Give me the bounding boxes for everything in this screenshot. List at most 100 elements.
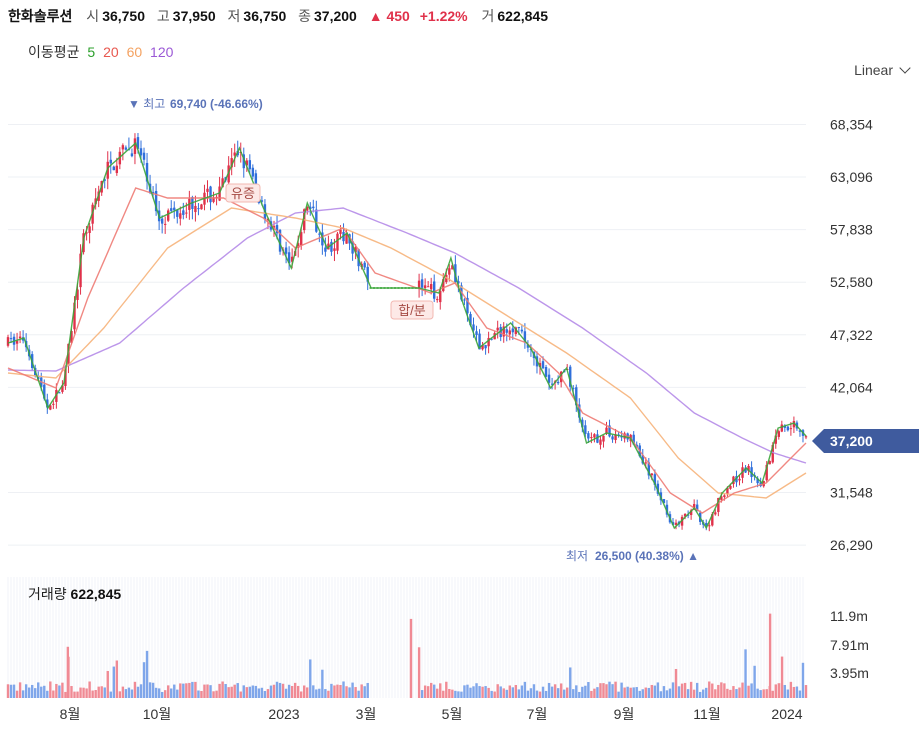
volume-bar — [306, 687, 309, 698]
volume-bar — [194, 681, 197, 698]
scale-toggle[interactable]: Linear — [854, 62, 911, 78]
volume-bar — [82, 687, 85, 698]
high-label: 고 — [156, 8, 170, 24]
ma-120[interactable]: 120 — [150, 44, 174, 60]
volume-bar — [40, 686, 43, 698]
volume-bar — [85, 688, 88, 698]
volume-bar — [517, 689, 521, 698]
volume-bar — [768, 613, 772, 698]
volume-bar — [6, 684, 10, 698]
candle-body — [517, 327, 521, 329]
x-tick-label: 9월 — [614, 706, 635, 722]
candle-body — [52, 403, 55, 405]
candle-body — [46, 399, 49, 408]
candle-body — [163, 223, 167, 225]
y-tick-label: 68,354 — [830, 116, 873, 132]
candle-body — [109, 159, 112, 164]
candle-body — [351, 241, 354, 254]
ma120-line — [7, 207, 807, 464]
volume-bar — [511, 687, 514, 698]
candle-body — [478, 333, 481, 350]
y-tick-label: 63,096 — [830, 169, 873, 185]
volume-bar — [109, 691, 112, 698]
candle-body — [133, 138, 137, 154]
candle-body — [587, 433, 590, 439]
volume-panel-bg — [7, 577, 804, 698]
candle-body — [765, 464, 768, 481]
volume-bar — [502, 688, 505, 698]
volume-bar — [9, 684, 13, 698]
volume-bar — [242, 685, 245, 698]
volume-bar — [357, 690, 360, 698]
volume-bar — [774, 684, 777, 698]
volume-bar — [635, 687, 638, 698]
volume-bar — [55, 683, 58, 698]
volume-bar — [795, 686, 799, 698]
candle-body — [73, 302, 76, 330]
volume-bar — [484, 686, 487, 698]
candle-body — [124, 147, 128, 150]
candle-body — [254, 173, 258, 188]
candle-body — [747, 465, 750, 472]
candle-body — [650, 473, 654, 476]
volume-bar — [581, 686, 584, 698]
candle-body — [436, 299, 439, 301]
volume-bar — [750, 683, 753, 698]
x-tick-label: 8월 — [60, 706, 81, 722]
candle-body — [674, 522, 678, 525]
volume-bar — [221, 681, 224, 698]
candle-body — [469, 314, 472, 326]
x-tick-label: 2023 — [268, 706, 299, 722]
ma-60[interactable]: 60 — [126, 44, 143, 60]
ma-20[interactable]: 20 — [103, 44, 119, 60]
ma20-line — [7, 187, 807, 514]
candle-body — [212, 197, 215, 202]
volume-bar — [200, 690, 203, 698]
volume-bar — [197, 690, 200, 698]
volume-bar — [345, 686, 348, 698]
volume-bar — [324, 689, 327, 698]
volume-bar — [94, 689, 97, 698]
volume-bar — [442, 690, 445, 698]
candle-body — [200, 204, 203, 210]
volume-bar — [248, 686, 252, 698]
candle-body — [442, 279, 445, 292]
volume-bar — [469, 687, 472, 698]
volume-bar — [118, 691, 122, 698]
volume-bar — [366, 682, 369, 698]
volume-bar — [188, 682, 191, 698]
candle-body — [665, 504, 669, 515]
event-tag-split: 합/분 — [390, 300, 434, 320]
candle-body — [300, 232, 303, 246]
candle-body — [251, 167, 255, 177]
price-tag-bg — [812, 429, 919, 453]
volume-bar — [227, 687, 230, 698]
volume-bar — [278, 682, 282, 698]
candle-body — [61, 385, 64, 392]
volume-bar — [553, 684, 557, 698]
candle-body — [49, 405, 52, 410]
candle-body — [711, 514, 714, 526]
volume-bar — [523, 681, 527, 698]
volume-bar — [354, 687, 357, 698]
candle-body — [472, 324, 475, 331]
volume-bar — [602, 683, 605, 698]
open-value: 36,750 — [102, 8, 146, 24]
candle-body — [544, 366, 548, 377]
volume-bar — [575, 685, 578, 698]
volume-bar — [578, 691, 581, 698]
volume-bar — [139, 684, 143, 698]
volume-bar — [786, 689, 790, 698]
ma-5[interactable]: 5 — [87, 44, 96, 60]
candle-body — [714, 512, 717, 515]
volume-bar — [133, 681, 137, 698]
y-tick-label: 42,064 — [830, 379, 873, 395]
candle-body — [680, 516, 684, 526]
candle-body — [309, 206, 312, 210]
volume-bar — [520, 685, 524, 698]
event-tag-label: 합/분 — [398, 303, 426, 318]
volume-bar — [37, 682, 40, 698]
candle-body — [179, 213, 182, 219]
volume-bar — [233, 684, 236, 698]
